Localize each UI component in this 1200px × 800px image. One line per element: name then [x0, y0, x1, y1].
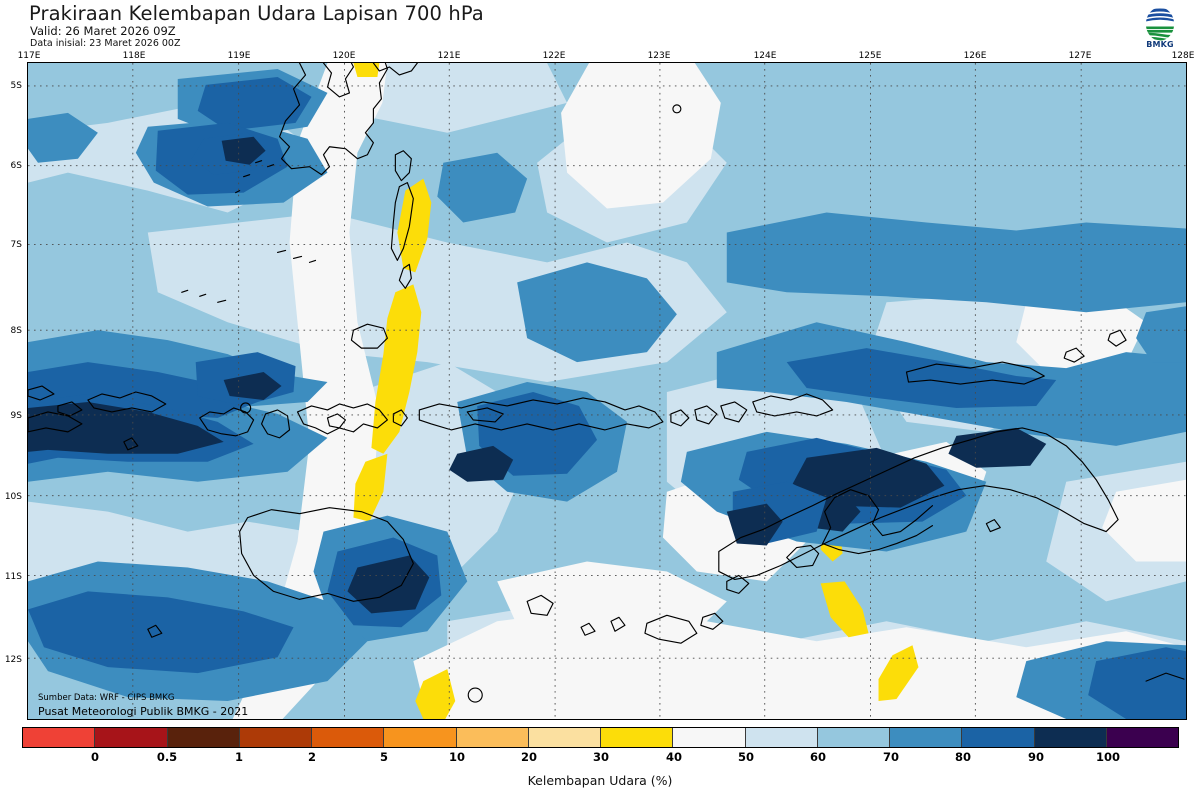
credit-label: Pusat Meteorologi Publik BMKG - 2021 — [38, 705, 249, 718]
colorbar-segment — [745, 728, 818, 747]
colorbar-segment — [312, 728, 385, 747]
lon-tick-123e: 123E — [647, 51, 671, 61]
colorbar-tick-50: 50 — [737, 750, 755, 764]
bmkg-globe-icon — [1136, 4, 1184, 50]
colorbar-segment — [962, 728, 1035, 747]
colorbar-tick-60: 60 — [809, 750, 827, 764]
colorbar-tick-10: 10 — [448, 750, 466, 764]
colorbar-segment — [528, 728, 601, 747]
humidity-contour-map — [28, 63, 1186, 719]
colorbar-segment — [890, 728, 963, 747]
colorbar-segment — [95, 728, 168, 747]
colorbar-segment — [456, 728, 529, 747]
colorbar-tick-40: 40 — [665, 750, 683, 764]
colorbar-tick-100: 100 — [1095, 750, 1121, 764]
colorbar-tick-30: 30 — [592, 750, 610, 764]
colorbar-tick-20: 20 — [520, 750, 538, 764]
lat-tick-10s: 10S — [4, 492, 22, 502]
colorbar[interactable] — [22, 727, 1179, 748]
lon-tick-120e: 120E — [332, 51, 356, 61]
lat-tick-9s: 9S — [10, 411, 22, 421]
lon-tick-124e: 124E — [753, 51, 777, 61]
lon-tick-119e: 119E — [227, 51, 251, 61]
colorbar-tick-0: 0 — [90, 750, 100, 764]
initial-data-label: Data inisial: 23 Maret 2026 00Z — [30, 38, 181, 49]
lat-tick-8s: 8S — [10, 326, 22, 336]
lat-tick-12s: 12S — [4, 655, 22, 665]
lon-tick-126e: 126E — [963, 51, 987, 61]
colorbar-tick-5: 5 — [379, 750, 389, 764]
coastline-layer — [28, 63, 1185, 703]
lon-tick-118e: 118E — [122, 51, 146, 61]
lon-tick-117e: 117E — [17, 51, 41, 61]
source-data-label: Sumber Data: WRF - CIPS BMKG — [38, 693, 175, 703]
lon-tick-125e: 125E — [858, 51, 882, 61]
colorbar-tick-80: 80 — [954, 750, 972, 764]
colorbar-tick-05: 0.5 — [156, 750, 178, 764]
colorbar-segment — [817, 728, 890, 747]
bmkg-logo-label: BMKG — [1146, 40, 1174, 49]
lat-tick-5s: 5S — [10, 81, 22, 91]
colorbar-tick-2: 2 — [307, 750, 317, 764]
map-plot-area[interactable]: Sumber Data: WRF - CIPS BMKG Pusat Meteo… — [27, 62, 1187, 720]
colorbar-segment — [239, 728, 312, 747]
colorbar-segment — [1106, 728, 1178, 747]
lat-tick-11s: 11S — [4, 572, 22, 582]
colorbar-tick-90: 90 — [1027, 750, 1045, 764]
colorbar-segment — [167, 728, 240, 747]
colorbar-segment — [1034, 728, 1107, 747]
lon-tick-122e: 122E — [542, 51, 566, 61]
contour-fill-layer — [28, 63, 1186, 719]
colorbar-axis-label: Kelembapan Udara (%) — [527, 773, 673, 788]
colorbar-tick-70: 70 — [882, 750, 900, 764]
colorbar-segment — [601, 728, 674, 747]
lat-tick-6s: 6S — [10, 161, 22, 171]
lon-tick-127e: 127E — [1068, 51, 1092, 61]
graticule-layer — [28, 63, 1186, 719]
colorbar-segment — [23, 728, 96, 747]
lon-tick-121e: 121E — [437, 51, 461, 61]
lat-tick-7s: 7S — [10, 240, 22, 250]
valid-time-label: Valid: 26 Maret 2026 09Z — [30, 24, 176, 38]
page-title: Prakiraan Kelembapan Udara Lapisan 700 h… — [29, 2, 484, 25]
colorbar-tick-1: 1 — [234, 750, 244, 764]
colorbar-segment — [384, 728, 457, 747]
colorbar-segment — [673, 728, 746, 747]
lon-tick-128e: 128E — [1171, 51, 1195, 61]
